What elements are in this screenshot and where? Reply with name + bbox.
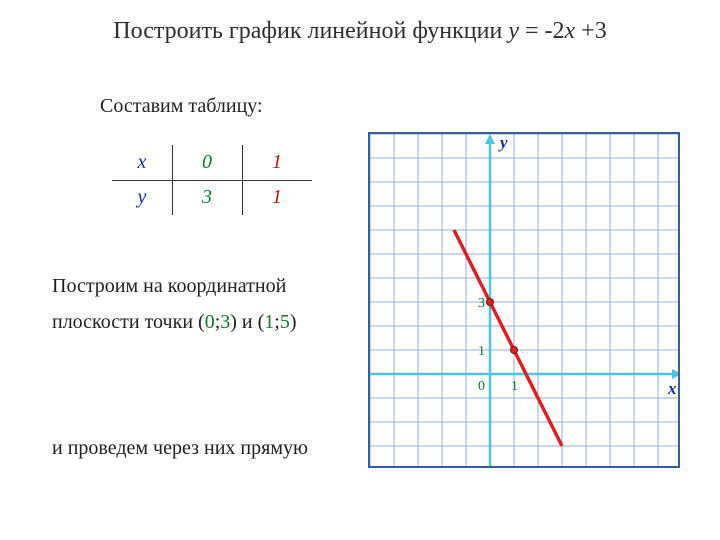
subtitle: Составим таблицу: [100, 95, 263, 118]
tp-p1x: 0 [205, 311, 215, 333]
svg-text:3: 3 [478, 296, 485, 311]
table-hline [112, 180, 312, 181]
table-cell-x1: 1 [242, 151, 312, 174]
table-header-x: x [112, 151, 172, 174]
table-vline-1 [172, 145, 173, 215]
table-cell-y1: 1 [242, 186, 312, 209]
title-x: x [565, 18, 576, 44]
title-y: y [508, 18, 519, 44]
slide: Построить график линейной функции y = -2… [0, 0, 720, 540]
tp-post: ) [290, 311, 297, 333]
table-cell-y0: 3 [172, 186, 242, 209]
page-title: Построить график линейной функции y = -2… [0, 18, 720, 45]
title-eq: = -2 [519, 18, 565, 44]
chart-svg: y x 0 1 1 3 [370, 134, 678, 466]
tp-p2x: 1 [264, 311, 274, 333]
text-line: и проведем через них прямую [52, 430, 382, 466]
svg-text:x: x [667, 379, 677, 398]
svg-text:0: 0 [478, 379, 485, 394]
tp-pre: плоскости точки ( [52, 311, 205, 333]
title-post: +3 [575, 18, 607, 44]
value-table: x 0 1 y 3 1 [112, 145, 312, 215]
svg-text:1: 1 [511, 379, 518, 394]
text-points-line1: Построим на координатной [52, 268, 352, 304]
text-points-line2: плоскости точки (0;3) и (1;5) [52, 304, 352, 340]
table-row-x: x 0 1 [112, 145, 312, 180]
svg-text:y: y [498, 134, 508, 152]
svg-text:1: 1 [478, 344, 485, 359]
table-row-y: y 3 1 [112, 180, 312, 215]
chart: y x 0 1 1 3 [368, 132, 680, 468]
table-vline-2 [242, 145, 243, 215]
tp-p1y: 3 [220, 311, 230, 333]
title-text-pre: Построить график линейной функции [113, 18, 508, 44]
text-points: Построим на координатной плоскости точки… [52, 268, 352, 340]
table-header-y: y [112, 186, 172, 209]
tp-mid: ) и ( [230, 311, 264, 333]
tp-p2y: 5 [280, 311, 290, 333]
table-cell-x0: 0 [172, 151, 242, 174]
